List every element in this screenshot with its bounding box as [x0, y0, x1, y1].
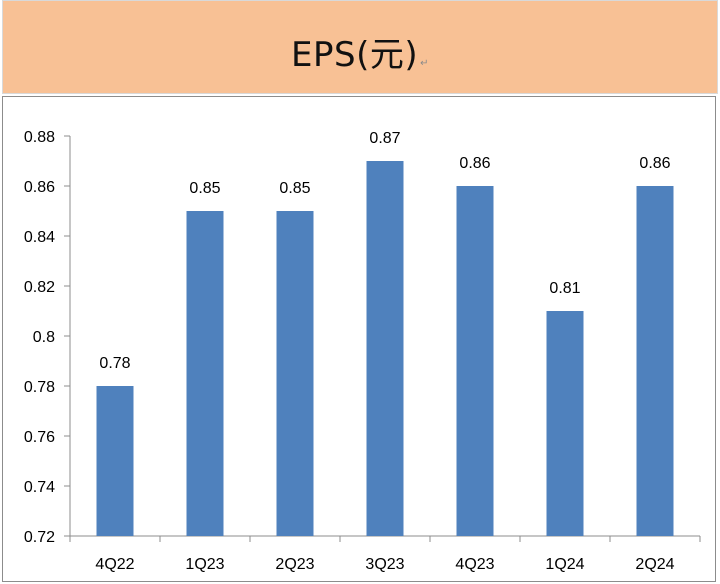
- y-tick-label: 0.76: [24, 429, 55, 446]
- data-label: 0.78: [99, 355, 130, 372]
- data-label: 0.86: [639, 155, 670, 172]
- y-tick-label: 0.86: [24, 179, 55, 196]
- data-label: 0.85: [189, 180, 220, 197]
- x-tick-label: 3Q23: [365, 556, 404, 573]
- chart-title: EPS(元) ↵: [3, 27, 717, 76]
- x-tick-label: 2Q24: [635, 556, 674, 573]
- x-tick-label: 1Q23: [185, 556, 224, 573]
- x-tick-label: 4Q22: [95, 556, 134, 573]
- bar: [456, 186, 494, 536]
- x-tick-label: 2Q23: [275, 556, 314, 573]
- data-label: 0.85: [279, 180, 310, 197]
- bar: [186, 211, 224, 536]
- chart-title-banner: EPS(元) ↵: [2, 0, 718, 94]
- paragraph-mark-icon: ↵: [420, 58, 429, 69]
- y-tick-label: 0.84: [24, 229, 55, 246]
- x-tick-label: 1Q24: [545, 556, 584, 573]
- y-tick-label: 0.72: [24, 529, 55, 546]
- y-tick-label: 0.8: [33, 329, 55, 346]
- y-tick-label: 0.82: [24, 279, 55, 296]
- bar: [546, 311, 584, 536]
- bar: [96, 386, 134, 536]
- bar: [636, 186, 674, 536]
- data-label: 0.87: [369, 130, 400, 147]
- bar: [366, 161, 404, 536]
- x-tick-label: 4Q23: [455, 556, 494, 573]
- chart-title-text: EPS(元): [291, 35, 419, 75]
- bar: [276, 211, 314, 536]
- data-label: 0.86: [459, 155, 490, 172]
- y-tick-label: 0.78: [24, 379, 55, 396]
- y-tick-label: 0.88: [24, 129, 55, 146]
- data-label: 0.81: [549, 280, 580, 297]
- y-tick-label: 0.74: [24, 479, 55, 496]
